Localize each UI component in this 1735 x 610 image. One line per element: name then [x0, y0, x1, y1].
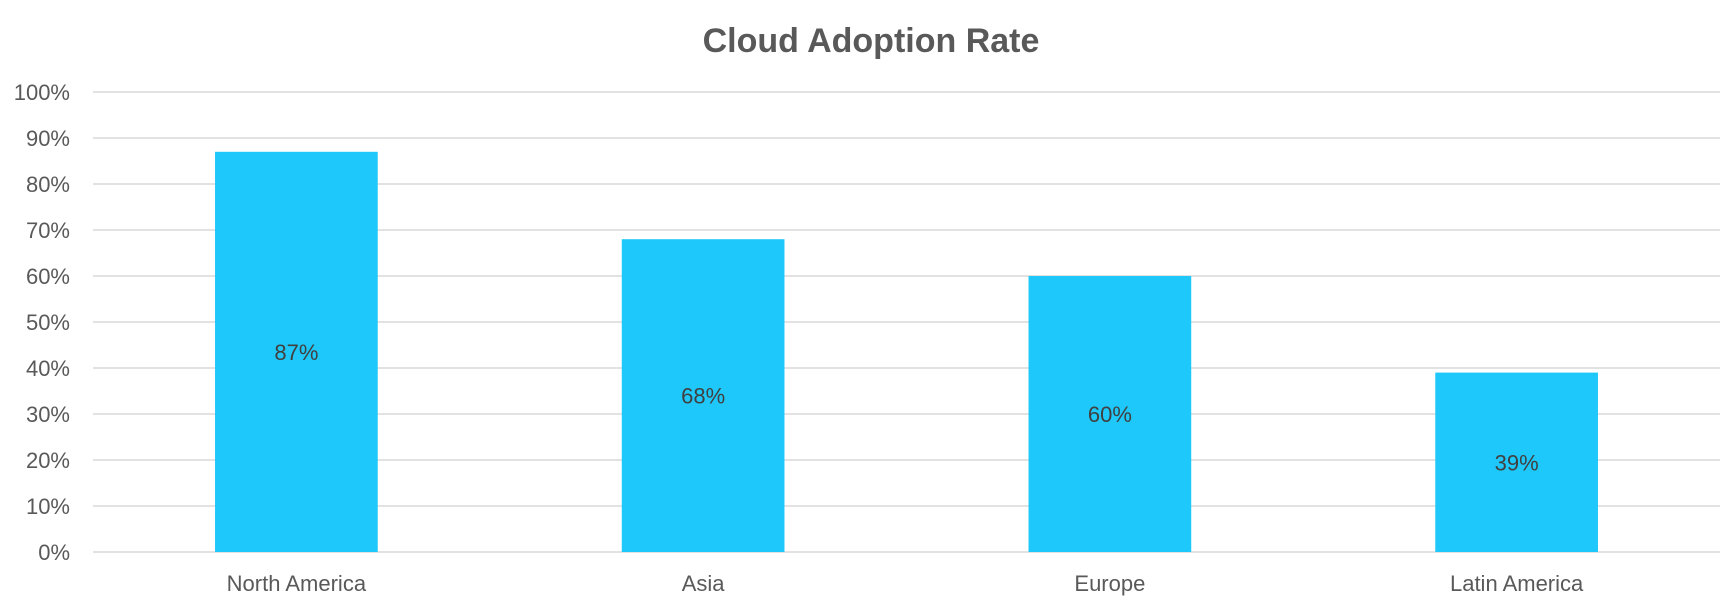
y-tick-label: 80%: [26, 172, 70, 197]
x-category-label: Europe: [1074, 571, 1145, 596]
bar: [1435, 372, 1598, 552]
y-tick-label: 70%: [26, 218, 70, 243]
y-tick-label: 10%: [26, 494, 70, 519]
bar: [215, 151, 378, 553]
y-tick-label: 40%: [26, 356, 70, 381]
data-label: 39%: [1495, 450, 1539, 475]
bar: [1028, 276, 1192, 552]
data-label: 60%: [1088, 402, 1132, 427]
y-tick-label: 60%: [26, 264, 70, 289]
bar: [621, 239, 785, 552]
y-tick-label: 30%: [26, 402, 70, 427]
y-tick-label: 20%: [26, 448, 70, 473]
x-category-label: North America: [227, 571, 367, 596]
data-label: 68%: [681, 384, 725, 409]
y-tick-label: 90%: [26, 126, 70, 151]
y-tick-label: 0%: [38, 540, 70, 565]
y-tick-label: 50%: [26, 310, 70, 335]
x-category-label: Latin America: [1450, 571, 1584, 596]
bars: 87% 68% 60% 39%: [215, 151, 1598, 553]
data-label: 87%: [274, 340, 318, 365]
y-axis-tick-labels: 0% 10% 20% 30% 40% 50% 60% 70% 80% 90% 100%: [14, 80, 70, 565]
x-axis-category-labels: North America Asia Europe Latin America: [227, 571, 1584, 596]
chart-title: Cloud Adoption Rate: [703, 22, 1040, 60]
y-tick-label: 100%: [14, 80, 70, 105]
x-category-label: Asia: [682, 571, 726, 596]
